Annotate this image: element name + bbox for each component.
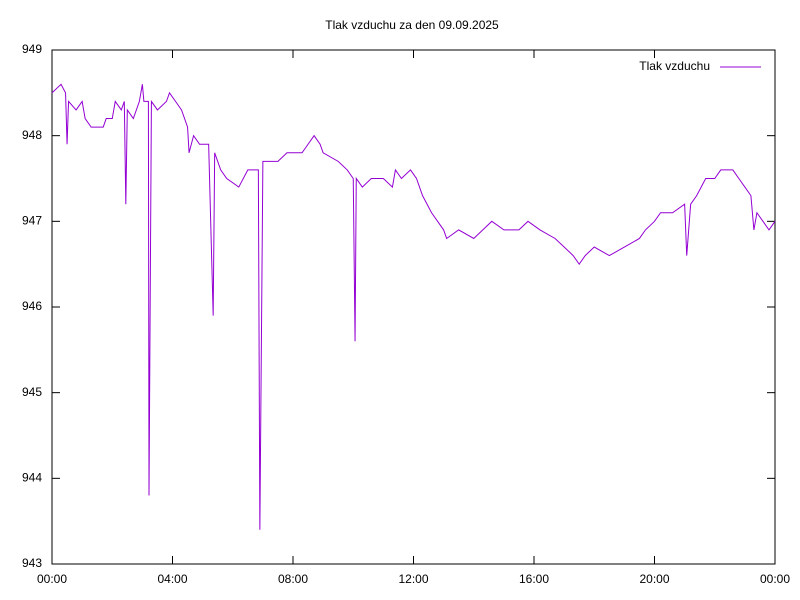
x-tick-label: 00:00 (37, 572, 67, 586)
x-tick-label: 00:00 (760, 572, 790, 586)
x-tick-label: 20:00 (639, 572, 669, 586)
y-tick-label: 948 (22, 128, 42, 142)
x-tick-label: 12:00 (398, 572, 428, 586)
y-tick-label: 944 (22, 471, 42, 485)
x-tick-label: 08:00 (278, 572, 308, 586)
x-tick-label: 04:00 (157, 572, 187, 586)
y-tick-label: 947 (22, 214, 42, 228)
y-tick-label: 949 (22, 42, 42, 56)
y-tick-label: 946 (22, 299, 42, 313)
x-tick-label: 16:00 (519, 572, 549, 586)
y-tick-label: 945 (22, 385, 42, 399)
chart-title: Tlak vzduchu za den 09.09.2025 (325, 18, 499, 32)
data-line (51, 83, 776, 530)
legend-label: Tlak vzduchu (639, 59, 710, 73)
y-tick-label: 943 (22, 556, 42, 570)
